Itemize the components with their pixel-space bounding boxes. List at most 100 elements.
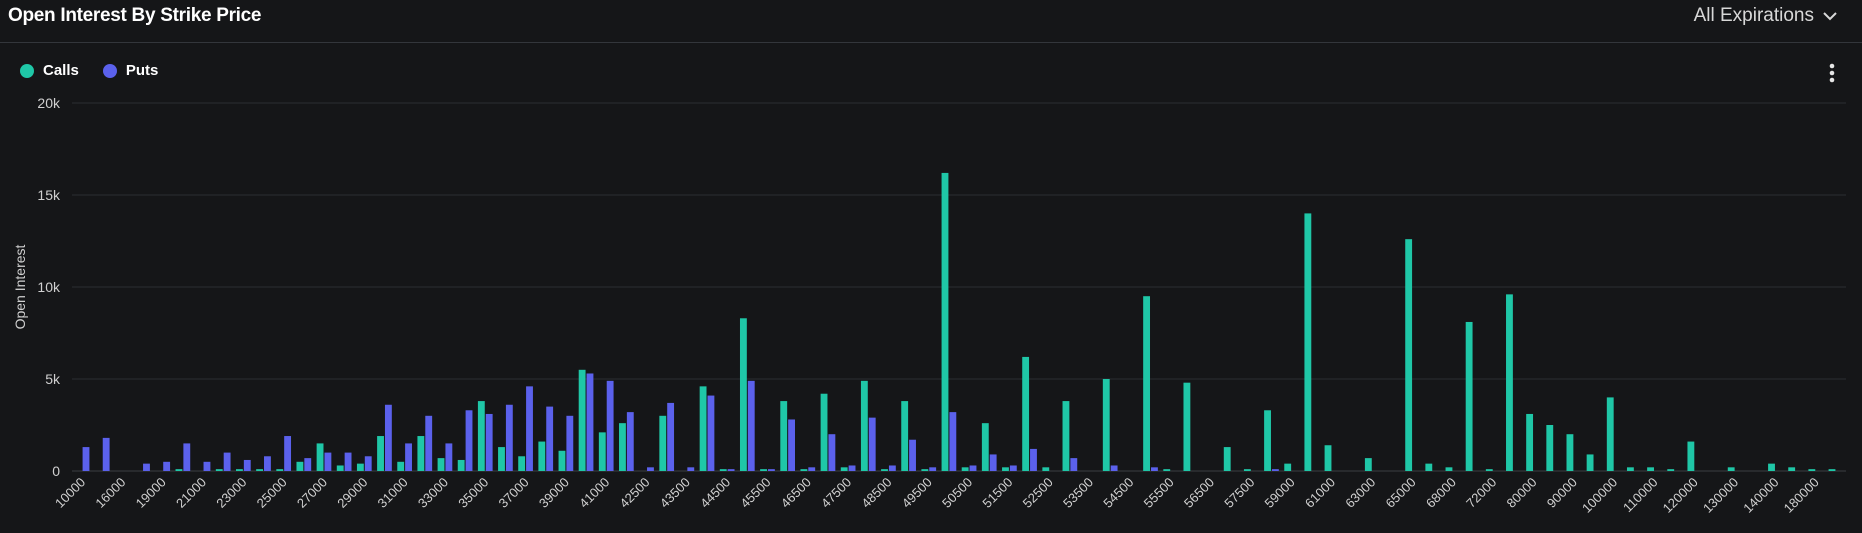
bar-puts-55000 (1151, 467, 1158, 471)
bar-calls-34000 (457, 459, 465, 471)
x-tick-label: 10000 (52, 475, 88, 511)
bar-calls-180000 (1808, 469, 1816, 471)
x-tick-label: 45500 (737, 475, 773, 511)
bar-puts-48500 (888, 465, 896, 471)
x-tick-label: 140000 (1740, 475, 1781, 516)
x-tick-label: 100000 (1579, 475, 1620, 516)
bar-puts-15000 (102, 437, 110, 471)
bar-calls-60000 (1304, 213, 1312, 471)
x-tick-label: 48500 (858, 475, 894, 511)
bar-calls-47500 (840, 467, 848, 471)
bar-calls-45500 (760, 469, 767, 471)
x-tick-label: 41000 (576, 475, 612, 511)
x-tick-label: 49500 (899, 475, 935, 511)
x-tick-label: 80000 (1503, 475, 1539, 511)
bar-puts-49000 (909, 439, 916, 471)
bar-calls-61000 (1324, 445, 1332, 471)
y-tick-label: 15k (37, 187, 61, 203)
bar-calls-65000 (1405, 239, 1413, 471)
bar-calls-38000 (538, 441, 546, 471)
bar-puts-30000 (384, 404, 392, 471)
bar-calls-115000 (1667, 469, 1675, 471)
bar-puts-52000 (1030, 448, 1037, 471)
legend-item-calls[interactable]: Calls (20, 62, 79, 79)
bar-calls-52500 (1042, 467, 1050, 471)
bar-calls-52000 (1022, 356, 1030, 471)
expiration-dropdown[interactable]: All Expirations (1694, 5, 1838, 27)
x-tick-label: 55500 (1141, 475, 1177, 511)
bar-calls-95000 (1586, 454, 1594, 471)
y-tick-label: 5k (45, 371, 61, 387)
bar-calls-30000 (377, 436, 384, 471)
bar-puts-51000 (989, 454, 997, 471)
bar-calls-50500 (961, 467, 969, 471)
bar-calls-54000 (1102, 379, 1110, 471)
bar-calls-24000 (256, 469, 264, 471)
bar-calls-31000 (397, 461, 405, 471)
bar-calls-44500 (719, 469, 727, 471)
bar-calls-63000 (1364, 458, 1372, 471)
bar-calls-57500 (1243, 469, 1251, 471)
bar-calls-47000 (820, 393, 828, 471)
bar-puts-44000 (707, 395, 715, 471)
bar-calls-120000 (1687, 441, 1695, 471)
bar-puts-45500 (767, 469, 775, 471)
x-tick-label: 19000 (133, 475, 169, 511)
x-tick-label: 51500 (979, 475, 1015, 511)
bar-calls-59000 (1284, 463, 1292, 471)
x-tick-label: 61000 (1302, 475, 1338, 511)
x-tick-label: 90000 (1544, 475, 1580, 511)
bar-puts-46000 (788, 419, 796, 471)
x-tick-label: 39000 (536, 475, 572, 511)
bar-puts-18000 (143, 463, 150, 471)
x-tick-label: 35000 (455, 475, 491, 511)
x-tick-label: 42500 (616, 475, 652, 511)
bar-calls-55000 (1143, 296, 1151, 471)
bar-puts-46500 (808, 467, 816, 471)
x-tick-label: 44500 (697, 475, 733, 511)
x-tick-label: 43500 (657, 475, 693, 511)
bar-calls-50000 (941, 172, 949, 472)
calls-color-swatch (20, 63, 34, 78)
bar-calls-45000 (739, 318, 747, 471)
more-vertical-icon[interactable] (1826, 61, 1838, 85)
bar-puts-41000 (606, 380, 614, 471)
y-axis-label: Open Interest (12, 244, 28, 329)
x-tick-label: 29000 (334, 475, 370, 511)
bar-puts-23000 (243, 459, 251, 471)
x-tick-label: 47500 (818, 475, 854, 511)
bar-puts-43500 (687, 467, 695, 471)
bar-puts-34000 (465, 410, 473, 471)
bar-calls-70000 (1465, 321, 1473, 471)
x-tick-label: 54500 (1100, 475, 1136, 511)
bar-puts-32000 (425, 415, 433, 471)
bar-puts-42500 (647, 467, 654, 471)
chart-header: Open Interest By Strike Price All Expira… (0, 0, 1862, 43)
x-tick-label: 16000 (92, 475, 128, 511)
x-tick-label: 59000 (1262, 475, 1298, 511)
bar-puts-39000 (566, 415, 574, 471)
bar-calls-32000 (417, 436, 425, 471)
bar-calls-46500 (800, 469, 808, 471)
bar-puts-35000 (485, 413, 493, 471)
bar-calls-58000 (1264, 410, 1271, 471)
bar-puts-36000 (505, 404, 513, 471)
bar-calls-68000 (1445, 467, 1453, 471)
x-tick-label: 53500 (1060, 475, 1096, 511)
bar-calls-33000 (437, 458, 445, 471)
bar-puts-10000 (82, 447, 90, 471)
bar-calls-26000 (296, 461, 304, 471)
bar-calls-150000 (1788, 467, 1796, 471)
bar-puts-50500 (969, 465, 977, 471)
bar-puts-29000 (364, 456, 372, 471)
bar-calls-49500 (921, 469, 929, 471)
bar-calls-75000 (1506, 294, 1513, 471)
bar-calls-53000 (1062, 401, 1070, 471)
legend-item-puts[interactable]: Puts (102, 62, 158, 79)
x-tick-label: 27000 (294, 475, 330, 511)
x-tick-label: 120000 (1660, 475, 1701, 516)
x-tick-label: 65000 (1383, 475, 1419, 511)
y-tick-label: 10k (37, 279, 61, 295)
bar-puts-54000 (1110, 465, 1118, 471)
